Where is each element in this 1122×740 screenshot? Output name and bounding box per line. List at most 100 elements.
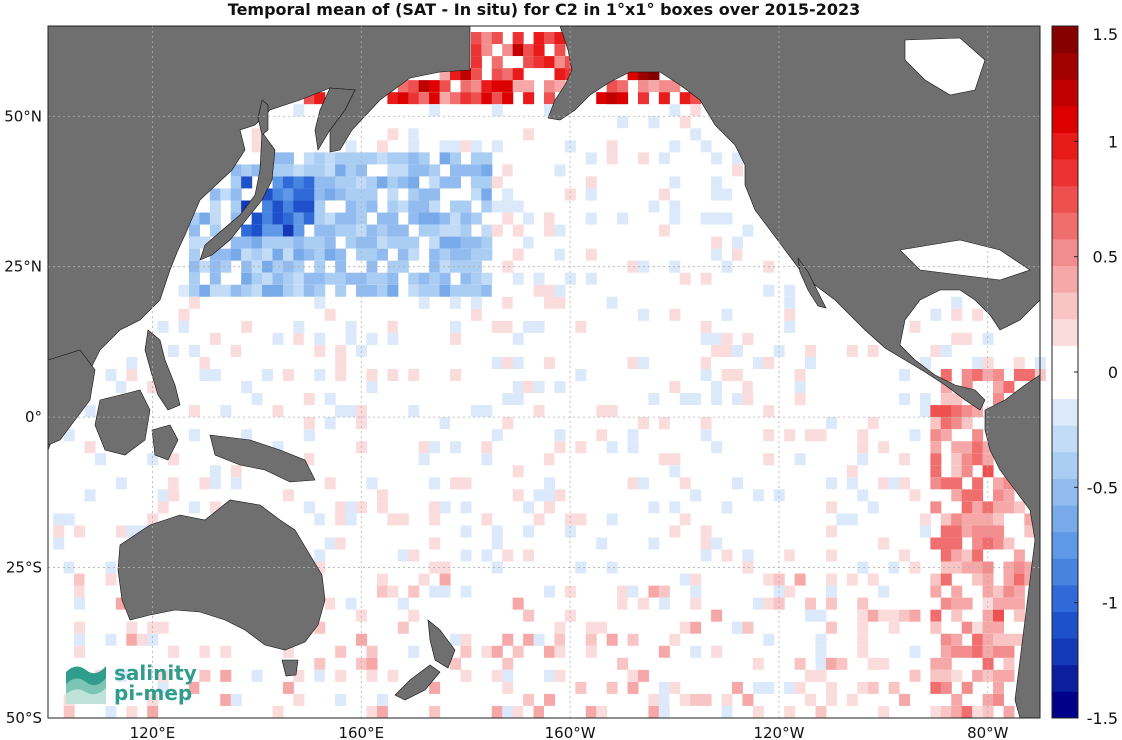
anomaly-cell xyxy=(711,248,723,261)
anomaly-cell xyxy=(209,356,221,369)
anomaly-cell xyxy=(168,453,180,466)
anomaly-cell xyxy=(105,368,117,381)
anomaly-cell xyxy=(335,645,347,658)
anomaly-cell xyxy=(429,200,441,213)
anomaly-cell xyxy=(387,260,399,273)
anomaly-cell xyxy=(502,68,514,81)
anomaly-cell xyxy=(544,104,555,117)
colorbar-swatch xyxy=(1052,238,1078,267)
anomaly-cell xyxy=(1003,585,1015,598)
anomaly-cell xyxy=(502,200,514,213)
anomaly-cell xyxy=(867,344,879,357)
anomaly-cell xyxy=(408,272,420,285)
anomaly-cell xyxy=(1013,597,1025,610)
anomaly-cell xyxy=(846,513,858,526)
anomaly-cell xyxy=(669,513,681,526)
anomaly-cell xyxy=(951,609,963,622)
anomaly-cell xyxy=(533,272,545,285)
anomaly-cell xyxy=(669,381,681,394)
anomaly-cell xyxy=(397,597,409,610)
anomaly-cell xyxy=(951,477,963,490)
anomaly-cell xyxy=(523,501,535,514)
anomaly-cell xyxy=(857,633,869,646)
anomaly-cell xyxy=(617,116,629,129)
anomaly-cell xyxy=(658,441,670,454)
anomaly-cell xyxy=(972,308,984,321)
anomaly-cell xyxy=(282,164,294,177)
logo-text-line2: pi-mep xyxy=(114,681,192,705)
anomaly-cell xyxy=(930,621,942,634)
anomaly-cell xyxy=(303,429,315,442)
anomaly-cell xyxy=(648,393,660,406)
anomaly-cell xyxy=(335,344,347,357)
anomaly-cell xyxy=(272,272,284,285)
anomaly-cell xyxy=(940,681,952,694)
anomaly-cell xyxy=(961,705,973,718)
anomaly-cell xyxy=(335,501,347,514)
anomaly-cell xyxy=(763,405,775,418)
anomaly-cell xyxy=(721,212,733,225)
anomaly-cell xyxy=(314,188,326,201)
anomaly-cell xyxy=(784,549,796,562)
anomaly-cell xyxy=(220,188,232,201)
anomaly-cell xyxy=(376,633,388,646)
anomaly-cell xyxy=(961,405,973,418)
anomaly-cell xyxy=(1013,573,1025,586)
colorbar-swatch xyxy=(1052,265,1078,293)
anomaly-cell xyxy=(282,152,294,165)
anomaly-cell xyxy=(606,549,618,562)
anomaly-cell xyxy=(606,513,618,526)
anomaly-cell xyxy=(397,248,409,261)
anomaly-cell xyxy=(617,212,629,225)
anomaly-cell xyxy=(993,633,1005,646)
axis-ticks: 50°N 25°N 0° 25°S 50°S 120°E 160°E 160°W 120°W 80… xyxy=(4,107,1008,740)
anomaly-cell xyxy=(230,176,242,189)
anomaly-cell xyxy=(711,236,723,249)
anomaly-cell xyxy=(899,693,911,706)
anomaly-cell xyxy=(460,705,472,718)
anomaly-cell xyxy=(805,597,817,610)
anomaly-cell xyxy=(356,417,368,430)
anomaly-cell xyxy=(1003,501,1015,514)
anomaly-cell xyxy=(554,417,566,430)
anomaly-cell xyxy=(1003,633,1015,646)
anomaly-cell xyxy=(387,549,399,562)
anomaly-cell xyxy=(491,80,503,93)
anomaly-cell xyxy=(481,549,493,562)
anomaly-cell xyxy=(617,597,629,610)
anomaly-cell xyxy=(262,344,274,357)
anomaly-cell xyxy=(627,441,639,454)
anomaly-cell xyxy=(491,429,503,442)
anomaly-cell xyxy=(627,633,639,646)
anomaly-cell xyxy=(940,405,952,418)
anomaly-cell xyxy=(481,176,493,189)
anomaly-cell xyxy=(690,597,702,610)
anomaly-cell xyxy=(1013,585,1025,598)
anomaly-cell xyxy=(1013,356,1025,369)
anomaly-cell xyxy=(502,260,514,273)
anomaly-cell xyxy=(669,104,681,117)
anomaly-cell xyxy=(450,633,462,646)
anomaly-cell xyxy=(460,260,472,273)
anomaly-cell xyxy=(961,561,973,574)
anomaly-cell xyxy=(429,513,441,526)
anomaly-cell xyxy=(690,573,702,586)
anomaly-cell xyxy=(314,248,326,261)
anomaly-cell xyxy=(544,284,555,297)
anomaly-cell xyxy=(993,621,1005,634)
anomaly-cell xyxy=(742,381,754,394)
anomaly-cell xyxy=(711,212,723,225)
anomaly-cell xyxy=(481,164,493,177)
anomaly-cell xyxy=(606,152,618,165)
anomaly-cell xyxy=(376,140,388,153)
land-australia xyxy=(117,499,326,651)
anomaly-cell xyxy=(147,513,159,526)
anomaly-cell xyxy=(961,417,973,430)
anomaly-cell xyxy=(188,248,200,261)
anomaly-cell xyxy=(74,621,86,634)
anomaly-cell xyxy=(1003,645,1015,658)
anomaly-cell xyxy=(429,92,441,105)
anomaly-cell xyxy=(867,693,879,706)
anomaly-cell xyxy=(439,140,451,153)
anomaly-cell xyxy=(554,669,566,682)
